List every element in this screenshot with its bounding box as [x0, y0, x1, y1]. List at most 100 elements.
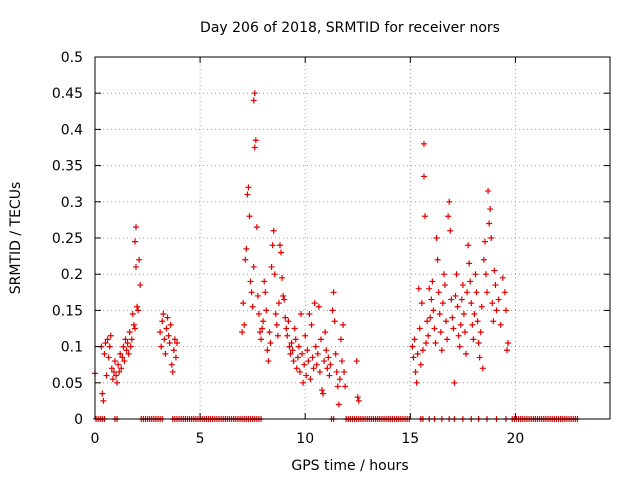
data-point	[115, 361, 122, 368]
data-point	[314, 350, 321, 357]
data-point	[242, 256, 249, 263]
data-point	[166, 339, 173, 346]
data-point	[327, 361, 334, 368]
data-point	[264, 347, 271, 354]
data-point	[440, 271, 447, 278]
data-point	[275, 300, 282, 307]
data-point	[111, 358, 118, 365]
data-point	[309, 354, 316, 361]
data-point	[161, 336, 168, 343]
data-point	[106, 343, 113, 350]
data-point	[100, 397, 107, 404]
data-point	[355, 397, 362, 404]
data-point	[495, 296, 502, 303]
data-point	[428, 296, 435, 303]
data-point	[107, 332, 114, 339]
data-point	[325, 354, 332, 361]
data-point	[241, 321, 248, 328]
data-point	[305, 358, 312, 365]
data-point	[287, 350, 294, 357]
data-point	[438, 347, 445, 354]
data-point	[239, 329, 246, 336]
data-point	[249, 303, 256, 310]
y-tick-label: 0.35	[52, 159, 83, 175]
data-point	[493, 307, 500, 314]
data-point	[135, 307, 142, 314]
data-point	[263, 307, 270, 314]
data-point	[131, 238, 138, 245]
data-point	[289, 347, 296, 354]
data-point	[280, 292, 287, 299]
data-point	[464, 289, 471, 296]
data-point	[472, 271, 479, 278]
data-point	[341, 368, 348, 375]
data-point	[130, 321, 137, 328]
y-tick-label: 0.05	[52, 376, 83, 392]
data-point	[113, 372, 120, 379]
data-point	[132, 224, 139, 231]
data-point	[110, 368, 117, 375]
data-point	[333, 368, 340, 375]
y-tick-label: 0.2	[61, 267, 83, 283]
data-point	[412, 368, 419, 375]
data-point	[437, 329, 444, 336]
data-points	[92, 90, 581, 422]
data-point	[418, 300, 425, 307]
data-point	[475, 339, 482, 346]
data-point	[246, 213, 253, 220]
data-point	[119, 354, 126, 361]
data-point	[489, 300, 496, 307]
data-point	[461, 329, 468, 336]
data-point	[454, 303, 461, 310]
y-tick-label: 0.4	[61, 122, 83, 138]
data-point	[127, 343, 134, 350]
data-point	[132, 263, 139, 270]
data-point	[250, 97, 257, 104]
data-point	[448, 296, 455, 303]
data-point	[488, 235, 495, 241]
data-point	[443, 318, 450, 325]
data-point	[137, 282, 144, 289]
data-point	[171, 336, 178, 343]
data-point	[337, 336, 344, 343]
data-point	[430, 307, 437, 314]
data-point	[479, 365, 486, 372]
data-point	[114, 379, 121, 386]
data-point	[450, 325, 457, 332]
data-point	[170, 347, 177, 354]
data-point	[435, 289, 442, 296]
data-point	[259, 325, 266, 332]
data-point	[313, 361, 320, 368]
data-point	[121, 358, 128, 365]
data-point	[455, 332, 462, 339]
data-point	[452, 292, 459, 299]
data-point	[266, 329, 273, 336]
data-point	[288, 339, 295, 346]
x-axis-label: GPS time / hours	[291, 458, 408, 474]
data-point	[502, 307, 509, 314]
data-point	[463, 350, 470, 357]
data-point	[453, 271, 460, 278]
data-point	[492, 282, 499, 289]
data-point	[471, 311, 478, 318]
data-point	[116, 368, 123, 375]
data-point	[258, 336, 265, 343]
data-point	[126, 329, 133, 336]
x-tick-label: 10	[296, 431, 314, 447]
data-point	[252, 137, 259, 144]
data-point	[261, 278, 268, 285]
y-tick-label: 0.25	[52, 231, 83, 247]
data-point	[449, 314, 456, 321]
data-point	[103, 372, 110, 379]
data-point	[295, 343, 302, 350]
y-tick-label: 0.45	[52, 86, 83, 102]
data-point	[486, 220, 493, 227]
data-point	[167, 321, 174, 328]
data-point	[431, 325, 438, 332]
data-point	[101, 350, 108, 357]
data-point	[265, 358, 272, 365]
data-point	[283, 325, 290, 332]
data-point	[478, 303, 485, 310]
data-point	[338, 358, 345, 365]
data-point	[248, 289, 255, 296]
